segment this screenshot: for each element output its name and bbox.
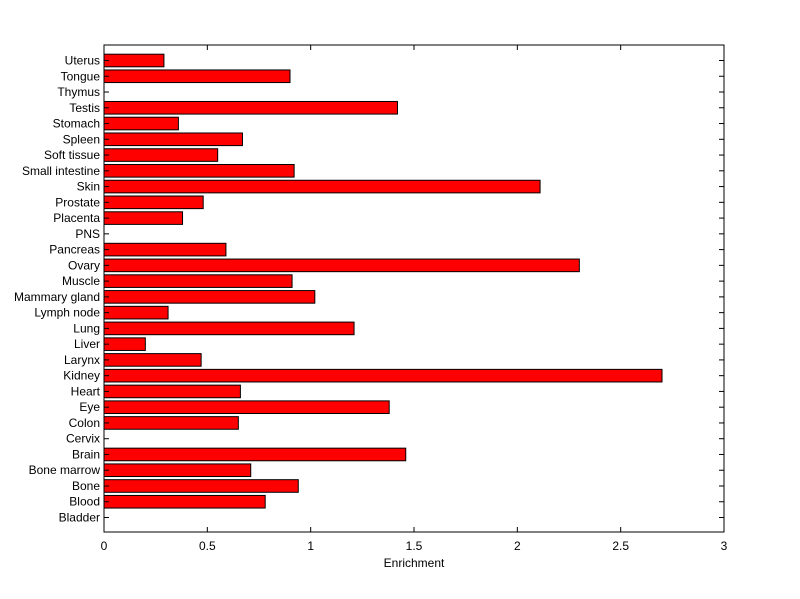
- bar-lymph-node: [103, 305, 169, 320]
- x-tick-label: 1.5: [406, 539, 423, 553]
- y-tick-label: Placenta: [53, 211, 100, 225]
- y-tick-label: Blood: [69, 495, 100, 509]
- x-tick-label: 2.5: [612, 539, 629, 553]
- bar-brain: [103, 447, 407, 462]
- bar-tongue: [103, 69, 291, 84]
- bar-bone-marrow: [103, 463, 252, 478]
- y-tick-label: Spleen: [63, 132, 100, 146]
- y-tick-label: Pancreas: [49, 243, 100, 257]
- bars-group: [103, 53, 663, 509]
- y-tick-label: Thymus: [57, 85, 100, 99]
- bar-liver: [103, 337, 146, 351]
- bar-small-intestine: [103, 164, 295, 178]
- y-tick-label: Ovary: [68, 258, 100, 272]
- y-tick-label: PNS: [75, 227, 100, 241]
- bar-spleen: [103, 132, 243, 147]
- y-tick-label: Larynx: [64, 353, 100, 367]
- y-tick-label: Skin: [77, 180, 100, 194]
- y-tick-label: Brain: [72, 447, 100, 461]
- y-tick-label: Stomach: [53, 117, 100, 131]
- x-tick-label: 0.5: [199, 539, 216, 553]
- y-tick-label: Colon: [69, 416, 100, 430]
- bar-bone: [103, 479, 299, 493]
- x-axis-label: Enrichment: [384, 556, 445, 570]
- bar-blood: [103, 494, 266, 509]
- y-tick-label: Muscle: [62, 274, 100, 288]
- y-tick-label: Tongue: [61, 69, 101, 83]
- y-tick-label: Soft tissue: [44, 148, 100, 162]
- bar-pancreas: [103, 242, 227, 257]
- y-tick-label: Bone: [72, 479, 100, 493]
- bar-mammary-gland: [103, 290, 316, 304]
- bar-uterus: [103, 53, 165, 68]
- x-tick-label: 1: [307, 539, 314, 553]
- y-tick-label: Bone marrow: [29, 463, 101, 477]
- bar-eye: [103, 400, 390, 414]
- y-tick-label: Mammary gland: [14, 290, 100, 304]
- bar-testis: [103, 100, 398, 115]
- x-tick-label: 0: [101, 539, 108, 553]
- bar-stomach: [103, 116, 179, 131]
- y-tick-label: Liver: [74, 337, 100, 351]
- y-tick-label: Lung: [73, 321, 100, 335]
- bar-heart: [103, 384, 241, 399]
- y-tick-label: Lymph node: [34, 306, 100, 320]
- x-tick-label: 2: [514, 539, 521, 553]
- y-tick-label: Uterus: [65, 54, 100, 68]
- bar-kidney: [103, 368, 663, 383]
- y-tick-label: Testis: [69, 101, 100, 115]
- y-tick-label: Heart: [71, 384, 101, 398]
- y-tick-label: Cervix: [66, 432, 100, 446]
- bar-ovary: [103, 258, 580, 273]
- bar-larynx: [103, 353, 202, 367]
- bar-lung: [103, 321, 355, 336]
- y-tick-label: Bladder: [59, 511, 100, 525]
- bar-placenta: [103, 211, 184, 225]
- bar-soft-tissue: [103, 148, 219, 162]
- bar-muscle: [103, 274, 293, 288]
- bar-colon: [103, 416, 239, 430]
- x-axis: 0 0.5 1 1.5 2 2.5 3: [101, 45, 728, 553]
- y-tick-label: Prostate: [55, 195, 100, 209]
- y-tick-label: Small intestine: [22, 164, 100, 178]
- bar-skin: [103, 179, 541, 194]
- x-tick-label: 3: [721, 539, 728, 553]
- y-tick-label: Eye: [79, 400, 100, 414]
- bar-prostate: [103, 195, 204, 210]
- y-tick-label: Kidney: [63, 369, 100, 383]
